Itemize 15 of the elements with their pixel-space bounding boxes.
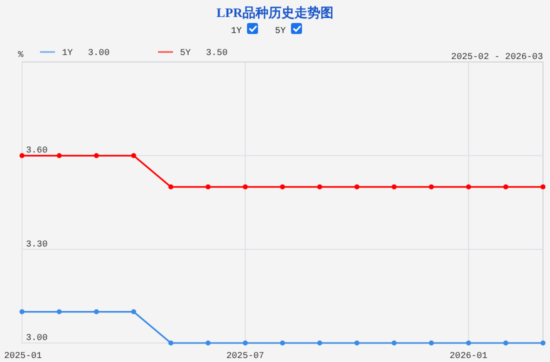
text: 1Y bbox=[231, 26, 242, 36]
x-tick-label: 2025-07 bbox=[226, 351, 264, 361]
y-tick-label: 3.30 bbox=[26, 239, 48, 250]
y-tick-label: 3.00 bbox=[26, 333, 48, 343]
x-tick-label: 2026-01 bbox=[450, 351, 488, 361]
chart-title: LPR品种历史走势图 bbox=[216, 5, 334, 20]
legend-label: 5Y bbox=[180, 48, 192, 58]
text: 5Y bbox=[275, 26, 286, 36]
x-tick-label: 2025-01 bbox=[4, 351, 42, 361]
text: 3.00 bbox=[88, 48, 110, 58]
y-axis-title: % bbox=[18, 50, 24, 60]
y-tick-label: 3.60 bbox=[26, 146, 48, 156]
legend-label: 1Y bbox=[62, 48, 74, 58]
annotation: 2025-02 - 2026-03 bbox=[451, 52, 543, 62]
text: 3.50 bbox=[206, 48, 228, 58]
